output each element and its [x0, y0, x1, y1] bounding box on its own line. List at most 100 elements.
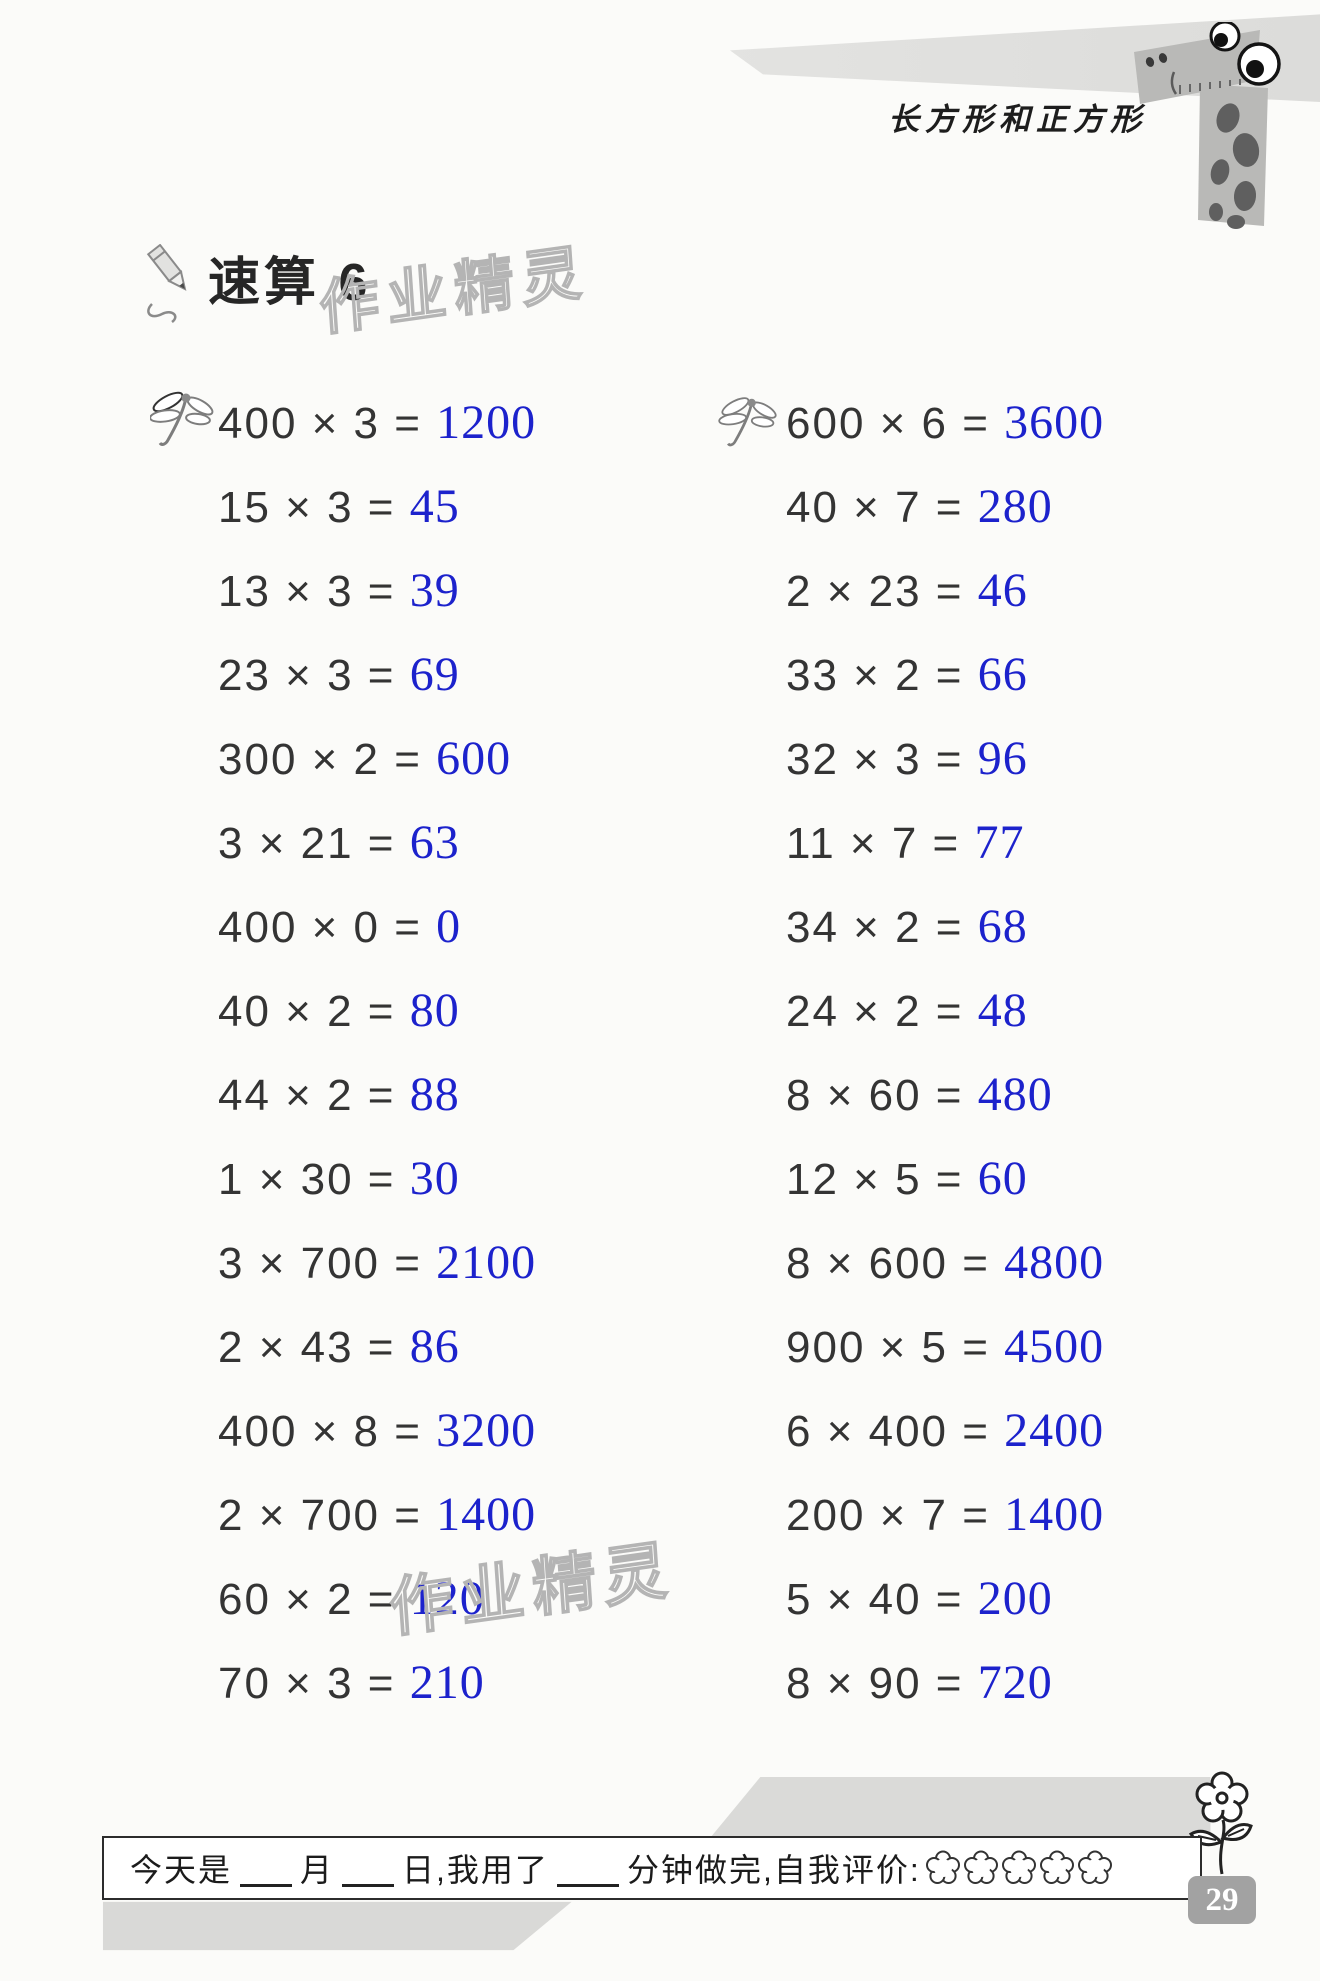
equation-answer: 96	[977, 732, 1028, 785]
equation-problem: 400 × 8 =	[218, 1407, 437, 1456]
equation-problem: 60 × 2 =	[218, 1575, 410, 1624]
equation-answer: 46	[977, 564, 1028, 617]
equation-answer: 200	[977, 1572, 1053, 1625]
equation-row: 400 × 3 = 1200	[218, 392, 536, 454]
equation-problem: 32 × 3 =	[786, 735, 978, 784]
equation-row: 1 × 30 = 30	[218, 1148, 460, 1210]
equation-answer: 1400	[1004, 1488, 1105, 1541]
equation-answer: 1400	[436, 1488, 537, 1541]
equation-answer: 63	[409, 816, 460, 869]
equation-problem: 2 × 43 =	[218, 1323, 410, 1372]
equation-row: 2 × 23 = 46	[786, 560, 1028, 622]
equation-answer: 1200	[436, 396, 537, 449]
dragonfly-icon	[150, 391, 214, 446]
equation-problem: 8 × 90 =	[786, 1659, 978, 1708]
pencil-icon	[146, 244, 187, 323]
equation-row: 8 × 60 = 480	[786, 1064, 1053, 1126]
equation-answer: 2100	[436, 1236, 537, 1289]
equation-row: 2 × 43 = 86	[218, 1316, 460, 1378]
equation-row: 34 × 2 = 68	[786, 896, 1028, 958]
equation-row: 300 × 2 = 600	[218, 728, 511, 790]
equation-problem: 6 × 400 =	[786, 1407, 1005, 1456]
equation-answer: 69	[409, 648, 460, 701]
equation-row: 8 × 90 = 720	[786, 1652, 1053, 1714]
equation-problem: 3 × 700 =	[218, 1239, 437, 1288]
equation-row: 400 × 8 = 3200	[218, 1400, 536, 1462]
equation-problem: 15 × 3 =	[218, 483, 410, 532]
equation-row: 6 × 400 = 2400	[786, 1400, 1104, 1462]
equation-row: 900 × 5 = 4500	[786, 1316, 1104, 1378]
equation-answer: 4500	[1004, 1320, 1105, 1373]
fill-in-blank-minutes	[556, 1850, 619, 1887]
page-number-badge: 29	[1188, 1876, 1256, 1924]
equation-answer: 120	[409, 1572, 485, 1625]
equation-row: 400 × 0 = 0	[218, 896, 461, 958]
worksheet-title: 速算 6	[208, 254, 372, 312]
equation-answer: 80	[409, 984, 460, 1037]
equation-answer: 48	[977, 984, 1028, 1037]
equation-problem: 33 × 2 =	[786, 651, 978, 700]
equation-answer: 77	[974, 816, 1025, 869]
equation-problem: 200 × 7 =	[786, 1491, 1005, 1540]
flower-rating-icon	[1077, 1850, 1112, 1884]
rating-flowers	[925, 1850, 1113, 1886]
equation-row: 8 × 600 = 4800	[786, 1232, 1104, 1294]
flower-rating-icon	[1001, 1850, 1036, 1884]
dragonfly-icon	[718, 397, 777, 447]
equation-answer: 45	[409, 480, 460, 533]
equation-answer: 2400	[1004, 1404, 1105, 1457]
footer-text: 月	[300, 1852, 335, 1888]
equation-problem: 40 × 2 =	[218, 987, 410, 1036]
equation-problem: 34 × 2 =	[786, 903, 978, 952]
equation-problem: 1 × 30 =	[218, 1155, 410, 1204]
equation-answer: 210	[409, 1656, 485, 1709]
equation-problem: 600 × 6 =	[786, 399, 1005, 448]
equation-problem: 13 × 3 =	[218, 567, 410, 616]
equation-answer: 720	[977, 1656, 1053, 1709]
equation-answer: 0	[436, 900, 462, 953]
equation-row: 70 × 3 = 210	[218, 1652, 485, 1714]
equation-answer: 3600	[1004, 396, 1105, 449]
equation-row: 11 × 7 = 77	[786, 812, 1024, 874]
giraffe-mascot-icon	[1134, 22, 1281, 229]
equation-answer: 68	[977, 900, 1028, 953]
footer-decorative-band-upper	[710, 1777, 1211, 1838]
equation-answer: 39	[409, 564, 460, 617]
equation-row: 12 × 5 = 60	[786, 1148, 1028, 1210]
footer-decorative-band-lower	[102, 1901, 572, 1951]
equation-problem: 8 × 60 =	[786, 1071, 978, 1120]
equation-row: 2 × 700 = 1400	[218, 1484, 536, 1546]
equation-answer: 3200	[436, 1404, 537, 1457]
equation-problem: 2 × 23 =	[786, 567, 978, 616]
equation-problem: 40 × 7 =	[786, 483, 978, 532]
equation-problem: 24 × 2 =	[786, 987, 978, 1036]
fill-in-blank-day	[342, 1850, 395, 1887]
flower-rating-icon	[1039, 1850, 1074, 1884]
equation-problem: 400 × 0 =	[218, 903, 437, 952]
equation-row: 3 × 700 = 2100	[218, 1232, 536, 1294]
equation-problem: 300 × 2 =	[218, 735, 437, 784]
equation-problem: 900 × 5 =	[786, 1323, 1005, 1372]
fill-in-blank-month	[240, 1850, 293, 1887]
equation-answer: 280	[977, 480, 1053, 533]
equation-row: 200 × 7 = 1400	[786, 1484, 1104, 1546]
equation-answer: 30	[409, 1152, 460, 1205]
flower-rating-icon	[963, 1850, 998, 1884]
equation-row: 15 × 3 = 45	[218, 476, 460, 538]
equation-row: 60 × 2 = 120	[218, 1568, 485, 1630]
equation-answer: 4800	[1004, 1236, 1105, 1289]
equation-problem: 400 × 3 =	[218, 399, 437, 448]
equation-row: 40 × 7 = 280	[786, 476, 1053, 538]
equation-row: 13 × 3 = 39	[218, 560, 460, 622]
equation-row: 40 × 2 = 80	[218, 980, 460, 1042]
footer-text: 分钟做完,自我评价:	[626, 1852, 921, 1888]
flower-decoration-icon	[1188, 1771, 1253, 1875]
equation-answer: 88	[409, 1068, 460, 1121]
equation-answer: 60	[977, 1152, 1028, 1205]
equation-row: 23 × 3 = 69	[218, 644, 460, 706]
equation-problem: 2 × 700 =	[218, 1491, 437, 1540]
self-evaluation-strip: 今天是 月 日,我用了 分钟做完,自我评价:	[102, 1836, 1202, 1900]
flower-rating-icon	[925, 1850, 960, 1884]
equation-problem: 23 × 3 =	[218, 651, 410, 700]
